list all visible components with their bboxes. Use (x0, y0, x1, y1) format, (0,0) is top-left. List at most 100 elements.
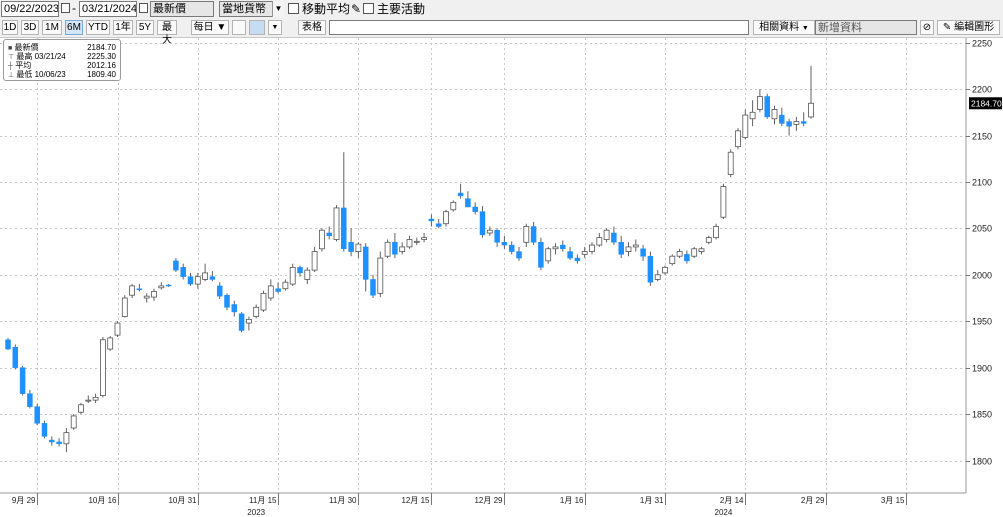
x-tick-label: 3月 15 (881, 496, 905, 505)
candle-body-down (764, 96, 770, 118)
candle (78, 402, 84, 415)
period-button[interactable]: 1年 (113, 20, 133, 35)
price-chart[interactable]: 1800 1850 1900 1950 2000 2050 2100 2150 2200 2250… (0, 38, 1003, 517)
candle-body-up (771, 109, 778, 120)
moving-average-checkbox[interactable] (288, 3, 299, 14)
clear-icon[interactable]: ⊘ (920, 20, 934, 35)
candle (377, 251, 384, 298)
candle (107, 336, 114, 351)
candle (413, 237, 420, 246)
candle-body-up (662, 266, 668, 274)
candle-body-down (12, 346, 19, 368)
candle-body-up (333, 207, 340, 240)
period-button[interactable]: 3D (21, 20, 39, 35)
calendar-icon[interactable] (61, 3, 70, 13)
candle (662, 265, 668, 275)
candle-body-up (194, 276, 201, 285)
candle (574, 254, 581, 264)
candle (34, 403, 40, 426)
candle (27, 389, 33, 409)
candle-body-down (501, 242, 508, 246)
related-data-button[interactable]: 相關資料 ▼ (753, 20, 815, 35)
start-date-input[interactable]: 09/22/2023 (1, 1, 59, 17)
price-field-select[interactable]: 最新價 (150, 1, 214, 17)
candle-body-down (560, 244, 566, 250)
frequency-select[interactable]: 每日 ▼ (191, 20, 229, 35)
edit-chart-button[interactable]: ✎ 編輯圖形 (937, 20, 1000, 35)
legend-row: ┼ 平均 (8, 61, 31, 71)
candle-body-up (676, 251, 683, 257)
calendar-icon[interactable] (139, 3, 148, 13)
candle-body-down (647, 255, 654, 283)
period-button[interactable]: 6M (65, 20, 83, 35)
candle-body-down (34, 406, 40, 424)
related-data-label: 相關資料 (759, 22, 800, 33)
candle (275, 282, 281, 294)
y-tick-label: 2150 (972, 132, 992, 142)
candle (450, 200, 457, 212)
candle (530, 221, 537, 246)
grid-lines (0, 38, 966, 493)
candle (129, 284, 136, 298)
candle (443, 209, 449, 227)
last-price-marker: 2184.70 (969, 97, 1002, 110)
candle (348, 228, 354, 257)
chart-style-button[interactable] (249, 20, 265, 35)
candle (341, 152, 347, 252)
chart-type-button[interactable] (232, 20, 246, 35)
legend-date: 10/06/23 (34, 70, 66, 79)
toolbar-row-1: 09/22/2023 - 03/21/2024 最新價 當地貨幣 ▼ 移動平均 … (0, 0, 1003, 19)
legend-value: 1809.40 (87, 70, 116, 79)
period-button[interactable]: 5Y (136, 20, 154, 35)
period-button[interactable]: 最大 (157, 20, 177, 46)
key-events-checkbox[interactable] (363, 3, 374, 14)
candle (326, 226, 332, 240)
candle (603, 228, 610, 243)
period-button[interactable]: 1M (42, 20, 62, 35)
period-button[interactable]: YTD (86, 20, 110, 35)
candle (508, 241, 515, 255)
candle-body-up (85, 399, 92, 402)
period-button[interactable]: 1D (2, 20, 18, 35)
candle (121, 295, 128, 318)
add-data-input[interactable]: 新增資料 (815, 20, 917, 35)
candle-body-down (611, 232, 617, 243)
candle-body-up (413, 240, 420, 243)
candle (771, 105, 778, 125)
candle (85, 395, 92, 403)
candle (632, 239, 639, 252)
end-date-input[interactable]: 03/21/2024 (79, 1, 137, 17)
chart-search-input[interactable] (329, 20, 749, 35)
candle-body-down (224, 294, 230, 308)
candle (238, 311, 245, 333)
candle (779, 107, 785, 127)
candle-body-up (632, 244, 639, 248)
chevron-down-icon[interactable]: ▼ (268, 20, 282, 35)
candle-body-down (516, 251, 522, 259)
candle (267, 279, 274, 301)
x-tick-label: 1月 31 (640, 496, 664, 505)
legend-value: 2225.30 (87, 52, 116, 61)
candle (589, 242, 595, 255)
pencil-icon[interactable]: ✎ (351, 2, 362, 16)
table-button[interactable]: 表格 (298, 20, 326, 35)
chevron-down-icon[interactable]: ▼ (272, 1, 284, 17)
candle (406, 235, 413, 249)
candle (384, 239, 391, 259)
currency-select[interactable]: 當地貨幣 (219, 1, 283, 17)
candle (720, 183, 727, 220)
candle-body-up (151, 291, 157, 298)
candle-body-down (538, 242, 544, 268)
candle-body-up (267, 285, 274, 299)
candle-body-down (362, 246, 369, 280)
candle (611, 226, 617, 246)
candle-body-up (289, 266, 296, 285)
candle (311, 246, 318, 272)
candle-body-up (143, 295, 150, 299)
x-tick-label: 10月 16 (88, 496, 117, 505)
candle (231, 300, 238, 317)
candle-body-up (129, 285, 136, 296)
candle-body-up (245, 318, 252, 324)
toolbar-row-2: 1D 3D 1M 6M YTD 1年 5Y 最大 每日 ▼ ▼ 表格 相關資料 ▼ 新增資料 … (0, 19, 1003, 46)
candle-body-up (691, 248, 698, 257)
